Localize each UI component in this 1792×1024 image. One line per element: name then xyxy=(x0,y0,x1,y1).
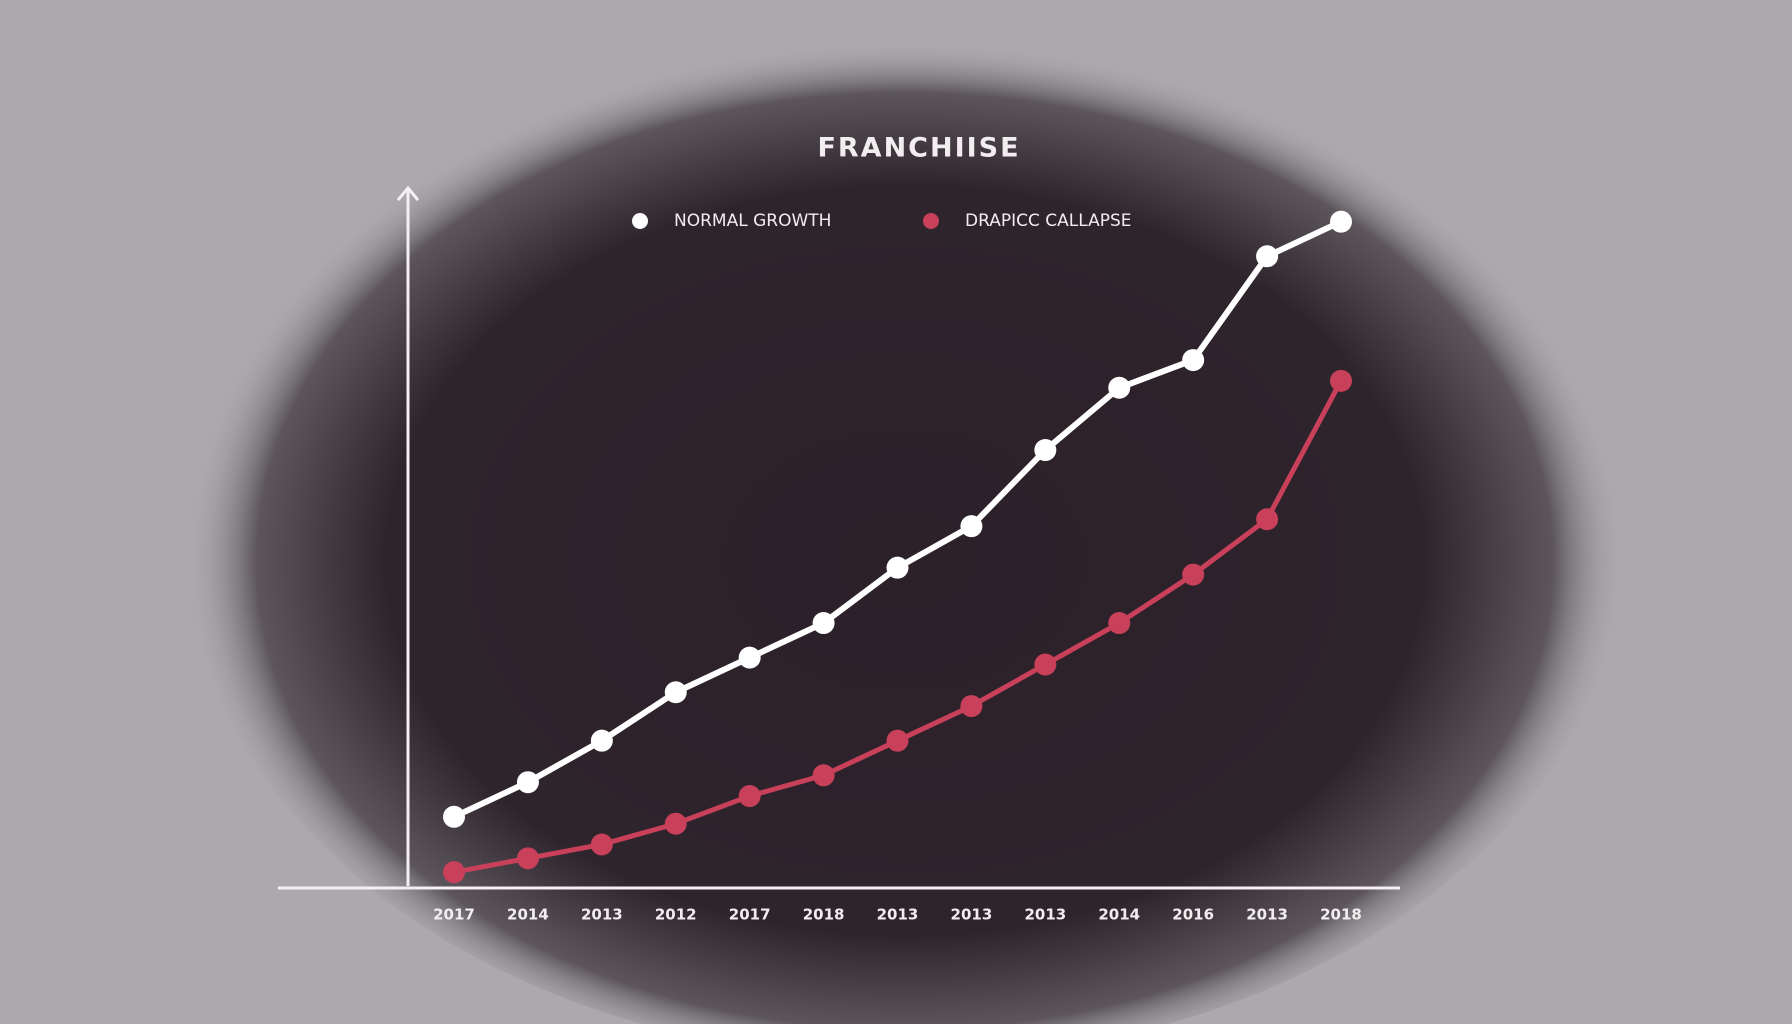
x-tick-label: 2017 xyxy=(729,906,771,924)
legend-marker xyxy=(632,213,648,229)
x-tick-label: 2013 xyxy=(1024,906,1066,924)
data-point xyxy=(590,729,613,752)
x-tick-label: 2018 xyxy=(803,906,845,924)
data-point xyxy=(590,833,613,856)
x-tick-label: 2017 xyxy=(433,906,475,924)
x-tick-label: 2012 xyxy=(655,906,697,924)
y-axis-arrow xyxy=(396,185,420,201)
x-tick-label: 2013 xyxy=(1246,906,1288,924)
x-tick-label: 2013 xyxy=(877,906,919,924)
data-point xyxy=(886,556,909,579)
data-point xyxy=(443,805,465,828)
data-point xyxy=(1108,376,1131,399)
data-point xyxy=(664,681,687,704)
data-point xyxy=(812,612,835,635)
x-tick-label: 2014 xyxy=(1098,906,1140,924)
vignette xyxy=(185,20,1625,1024)
data-point xyxy=(1108,612,1131,635)
data-point xyxy=(516,771,539,794)
data-point xyxy=(443,861,465,884)
data-point xyxy=(1330,369,1352,392)
data-point xyxy=(738,646,761,669)
data-point xyxy=(1256,508,1279,531)
x-tick-label: 2013 xyxy=(581,906,623,924)
x-tick-label: 2016 xyxy=(1172,906,1214,924)
data-point xyxy=(1034,439,1057,462)
x-tick-label: 2013 xyxy=(951,906,993,924)
data-point xyxy=(1330,210,1352,233)
data-point xyxy=(516,847,539,870)
data-point xyxy=(1034,653,1057,676)
legend-label: DRAPICC CALLAPSE xyxy=(965,211,1132,231)
data-point xyxy=(738,785,761,808)
data-point xyxy=(1256,245,1279,268)
legend-marker xyxy=(923,213,939,229)
data-point xyxy=(812,764,835,787)
data-point xyxy=(1182,563,1205,586)
legend-label: NORMAL GROWTH xyxy=(674,211,831,231)
data-point xyxy=(664,812,687,835)
data-point xyxy=(960,695,983,718)
x-tick-label: 2014 xyxy=(507,906,549,924)
chart-title: FRANCHIISE xyxy=(817,133,1020,164)
data-point xyxy=(1182,349,1205,372)
data-point xyxy=(960,515,983,538)
data-point xyxy=(886,729,909,752)
x-tick-label: 2018 xyxy=(1320,906,1362,924)
